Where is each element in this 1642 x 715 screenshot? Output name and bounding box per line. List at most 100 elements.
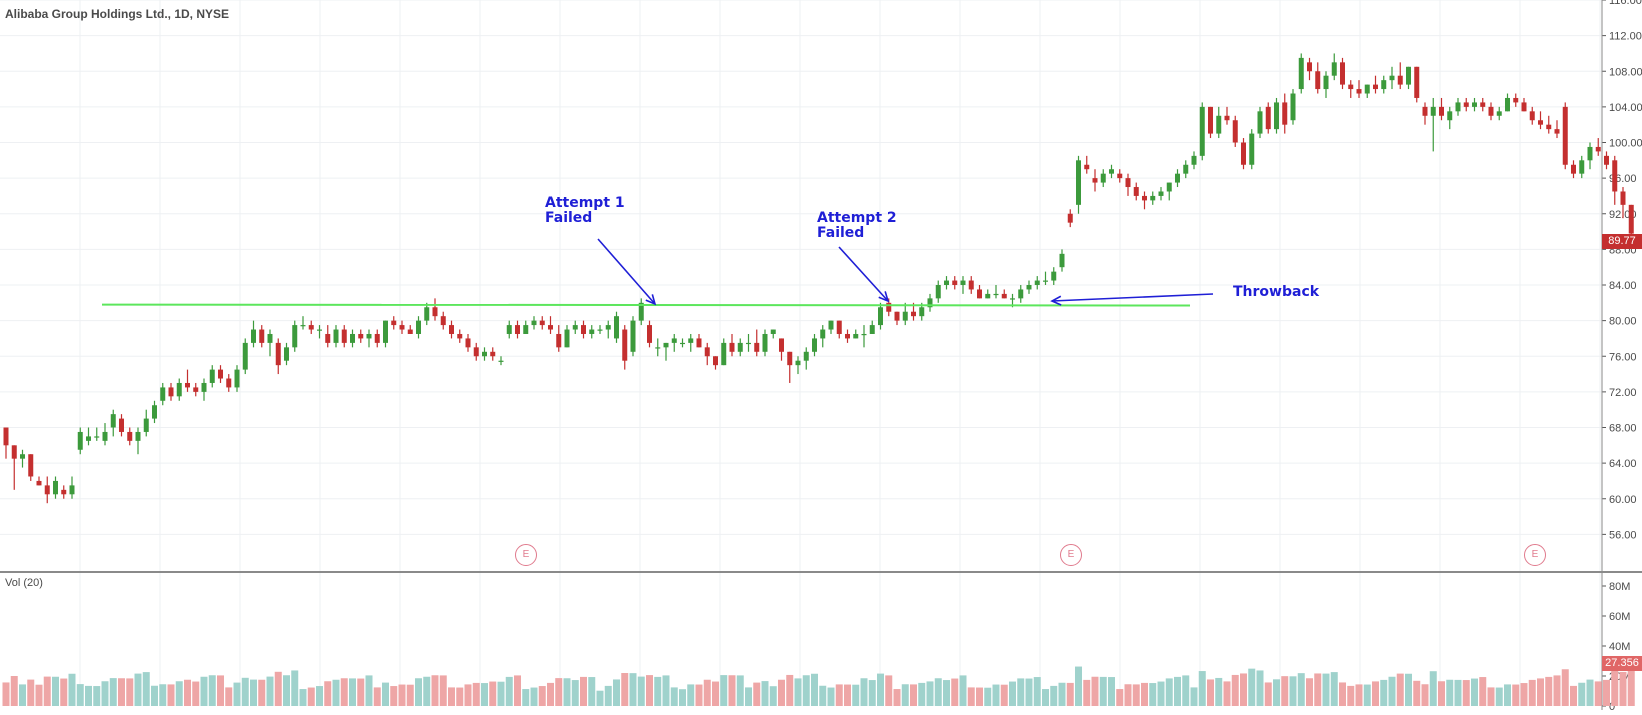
candle-body [597, 329, 603, 331]
candle-body [127, 431, 133, 441]
price-axis-tick-label: 56.00 [1609, 529, 1637, 541]
last-price-badge: 89.77 [1602, 234, 1642, 249]
candle-body [1579, 160, 1585, 174]
volume-bar [1256, 670, 1264, 706]
candle-body [952, 280, 958, 285]
candle-body [350, 333, 355, 343]
price-axis-tick-label: 76.00 [1609, 351, 1637, 363]
volume-bar [951, 678, 959, 706]
volume-bar [382, 682, 389, 706]
volume-bar [1108, 677, 1115, 706]
attempt-1-arrow [597, 238, 656, 305]
candle-body [1381, 80, 1387, 90]
candle-body [515, 325, 520, 334]
volume-bar [1520, 683, 1528, 706]
candle-body [548, 325, 553, 330]
volume-bar [794, 678, 802, 706]
volume-bar [1124, 684, 1132, 706]
candle-body [1364, 84, 1370, 94]
candle-body [1389, 75, 1395, 81]
candle-body [977, 289, 982, 299]
volume-bar [349, 678, 356, 706]
candle-body [317, 329, 322, 331]
candle-body [1340, 62, 1345, 85]
volume-bar [109, 678, 117, 706]
volume-bar [1289, 676, 1297, 706]
candle-body [267, 333, 273, 343]
candle-body [985, 293, 991, 299]
candle-body [1612, 160, 1618, 192]
candle-body [1554, 129, 1560, 134]
volume-bar [736, 675, 744, 706]
candle-body [1142, 195, 1147, 201]
volume-bar [753, 682, 761, 706]
candle-body [647, 325, 652, 343]
volume-bar [192, 681, 200, 706]
candle-body [28, 454, 34, 477]
candle-body [1529, 111, 1535, 121]
candle-body [746, 342, 751, 345]
candle-body [663, 342, 669, 348]
volume-bar [101, 681, 109, 706]
candle-body [424, 307, 430, 321]
volume-bar [415, 678, 422, 706]
volume-bar [901, 684, 909, 706]
volume-bar [233, 682, 241, 706]
candle-body [152, 405, 157, 419]
volume-bar [1339, 682, 1346, 706]
earnings-marker-1[interactable]: E [515, 544, 537, 566]
candle-body [1043, 280, 1048, 282]
volume-bar [1355, 684, 1363, 706]
volume-bar [258, 679, 266, 706]
candle-body [589, 329, 595, 334]
candle-body [86, 436, 91, 441]
attempt-2-arrow-head [878, 291, 890, 303]
volume-bar [580, 676, 587, 706]
earnings-marker-2[interactable]: E [1060, 544, 1082, 566]
candle-body [1109, 169, 1114, 174]
price-axis-tick-label: 84.00 [1609, 280, 1637, 292]
candle-body [1430, 106, 1436, 116]
candle-body [383, 320, 388, 343]
volume-bar [547, 682, 554, 706]
candle-body [1034, 280, 1040, 285]
volume-bar [241, 677, 249, 706]
volume-bar [151, 685, 158, 706]
volume-bar [43, 676, 51, 706]
volume-bar [538, 686, 546, 706]
candle-body [1133, 187, 1139, 196]
candle-body [193, 387, 199, 392]
volume-bar [1174, 676, 1181, 706]
volume-bar [1231, 674, 1239, 706]
candle-body [399, 325, 405, 330]
candle-body [432, 307, 438, 317]
volume-bar [687, 684, 695, 706]
volume-bar [860, 678, 868, 706]
volume-bar [291, 670, 299, 706]
candle-body [1422, 106, 1428, 116]
volume-bar [1141, 682, 1148, 706]
volume-bar [167, 684, 175, 706]
candle-body [44, 485, 50, 495]
candle-body [69, 485, 75, 495]
volume-bar [1000, 684, 1008, 706]
earnings-marker-3[interactable]: E [1524, 544, 1546, 566]
candle-body [671, 338, 677, 343]
volume-bar [827, 687, 835, 706]
volume-bar [456, 687, 464, 706]
volume-bar [1487, 687, 1495, 706]
candle-body [1604, 155, 1609, 165]
candle-body [1587, 146, 1593, 161]
candle-body [638, 302, 644, 321]
volume-bar [712, 681, 719, 706]
candle-body [1472, 102, 1477, 107]
volume-bar [1471, 678, 1478, 706]
candle-body [1265, 106, 1271, 130]
candle-body [812, 338, 817, 352]
candle-body [531, 320, 537, 326]
volume-bar [1182, 675, 1190, 706]
candle-body [325, 333, 331, 343]
volume-bar [1446, 679, 1454, 706]
volume-bar [563, 678, 571, 706]
